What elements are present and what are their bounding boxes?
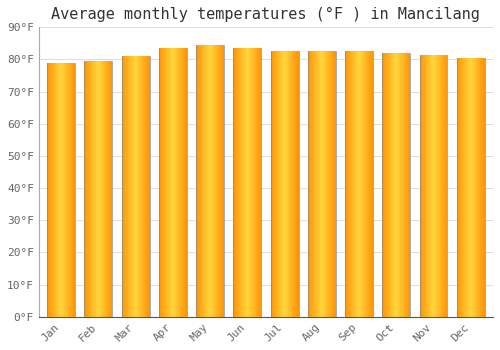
Title: Average monthly temperatures (°F ) in Mancilang: Average monthly temperatures (°F ) in Ma… bbox=[52, 7, 480, 22]
